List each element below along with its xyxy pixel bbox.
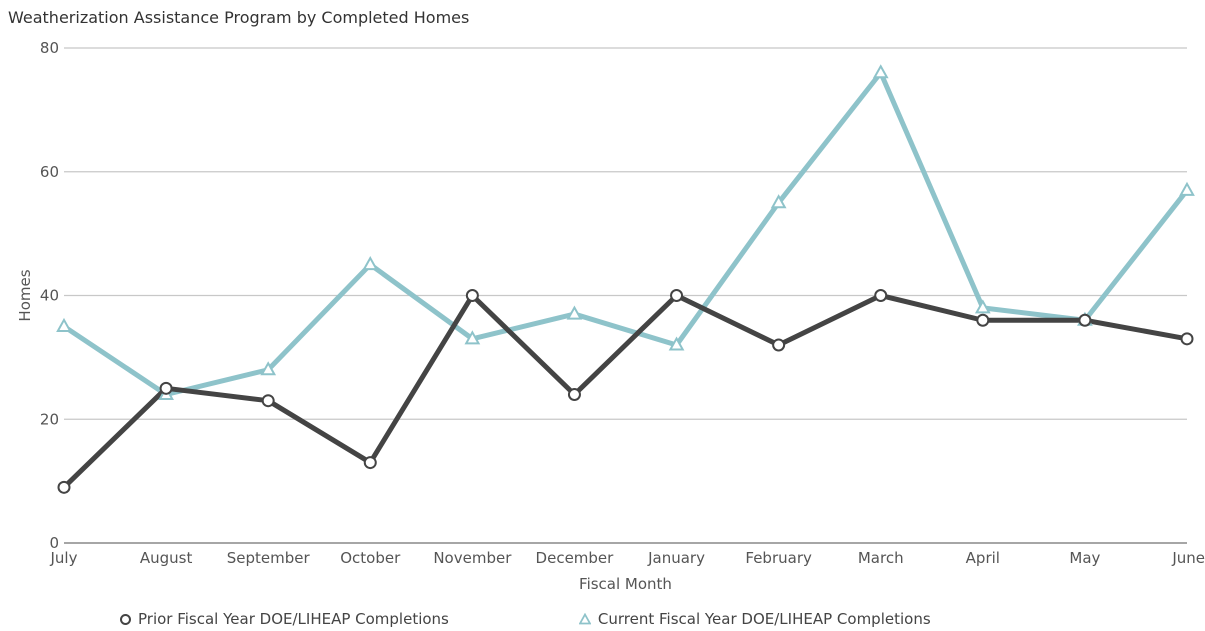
legend: Prior Fiscal Year DOE/LIHEAP Completions…: [120, 610, 931, 628]
y-tick-label: 60: [40, 163, 59, 181]
data-point-prior[interactable]: [670, 289, 684, 302]
data-point-current[interactable]: [260, 361, 277, 376]
x-tick-label: December: [536, 549, 615, 567]
x-tick-label: July: [50, 549, 78, 567]
data-point-current[interactable]: [1179, 181, 1195, 196]
data-point-prior[interactable]: [159, 381, 173, 395]
circle-marker-icon: [120, 613, 131, 625]
data-point-current[interactable]: [566, 305, 583, 320]
data-point-prior[interactable]: [363, 456, 377, 470]
series-line-current: [62, 70, 1189, 397]
data-point-current[interactable]: [770, 194, 787, 209]
legend-label-current: Current Fiscal Year DOE/LIHEAP Completio…: [597, 610, 931, 628]
data-point-prior[interactable]: [57, 480, 71, 494]
series-markers: [56, 64, 1195, 494]
triangle-marker-icon: [578, 613, 591, 625]
data-point-prior[interactable]: [1078, 313, 1092, 327]
x-tick-label: August: [140, 549, 193, 567]
x-tick-label: January: [647, 549, 705, 567]
legend-item-current[interactable]: Current Fiscal Year DOE/LIHEAP Completio…: [578, 610, 931, 628]
y-tick-label: 20: [40, 410, 59, 428]
data-point-prior[interactable]: [567, 388, 581, 401]
data-point-current[interactable]: [362, 256, 379, 271]
grid-lines: [64, 47, 1187, 544]
data-point-prior[interactable]: [465, 289, 479, 302]
data-point-current[interactable]: [56, 317, 72, 332]
x-axis-label: Fiscal Month: [579, 575, 672, 593]
data-point-current[interactable]: [872, 64, 889, 79]
x-tick-label: February: [745, 549, 812, 567]
x-tick-labels: July August September October November Decemb…: [50, 549, 1205, 567]
x-tick-label: October: [340, 549, 401, 567]
x-tick-label: November: [433, 549, 512, 567]
y-axis-label: Homes: [16, 269, 34, 321]
x-tick-label: April: [966, 549, 1000, 567]
series-line-prior: [62, 293, 1188, 490]
data-point-current[interactable]: [668, 336, 685, 351]
data-point-prior[interactable]: [772, 338, 786, 352]
legend-item-prior[interactable]: Prior Fiscal Year DOE/LIHEAP Completions: [120, 610, 449, 628]
x-tick-label: March: [858, 549, 904, 567]
chart-title: Weatherization Assistance Program by Com…: [8, 8, 470, 27]
data-point-current[interactable]: [464, 330, 481, 345]
y-tick-label: 0: [49, 534, 59, 552]
x-tick-label: May: [1069, 549, 1100, 567]
y-tick-labels: 0 20 40 60 80: [40, 39, 59, 552]
data-point-prior[interactable]: [976, 313, 990, 327]
data-point-prior[interactable]: [1180, 332, 1194, 346]
data-point-current[interactable]: [974, 299, 991, 314]
x-tick-label: June: [1171, 549, 1205, 567]
data-point-prior[interactable]: [874, 289, 888, 302]
y-tick-label: 40: [40, 287, 59, 305]
series-lines: [62, 70, 1189, 490]
data-point-prior[interactable]: [261, 394, 275, 408]
legend-label-prior: Prior Fiscal Year DOE/LIHEAP Completions: [138, 610, 449, 628]
x-tick-label: September: [227, 549, 311, 567]
y-tick-label: 80: [40, 39, 59, 57]
